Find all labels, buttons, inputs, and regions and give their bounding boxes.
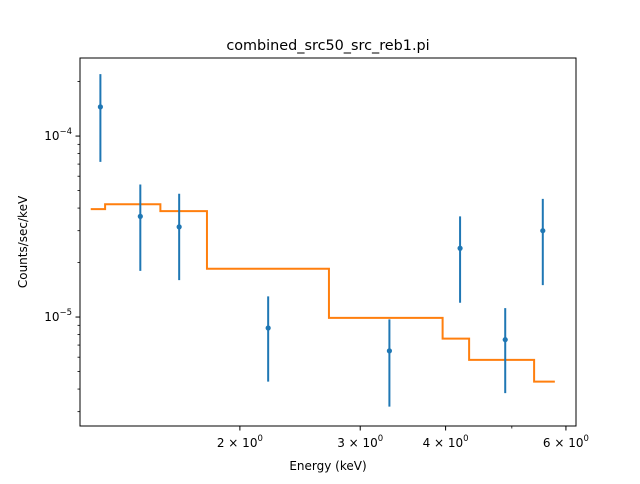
x-tick-label-4: 4 × 100	[423, 434, 469, 450]
x-axis-label: Energy (keV)	[289, 459, 366, 473]
data-point-7	[502, 337, 508, 343]
axes-frame	[79, 57, 577, 427]
data-point-5	[386, 348, 393, 354]
x-tick-label-3: 3 × 100	[337, 434, 383, 450]
data-point-4	[265, 325, 271, 331]
data-point-1	[97, 104, 103, 110]
data-point-3	[176, 224, 182, 230]
y-tick-label-2: 10−5	[44, 308, 72, 324]
data-point-8	[540, 228, 546, 234]
x-tick-label-2: 2 × 100	[217, 434, 263, 450]
model-step-line	[90, 203, 555, 383]
chart-title: combined_src50_src_reb1.pi	[226, 38, 429, 54]
data-point-2	[137, 213, 143, 219]
y-axis-label: Counts/sec/keV	[16, 195, 30, 288]
axis-ticks: 2 × 100 3 × 100 4 × 100 6 × 100 10−4 10−5	[44, 81, 589, 450]
data-point-6	[457, 245, 463, 251]
plot-area	[90, 74, 555, 407]
y-tick-label-1: 10−4	[44, 127, 72, 143]
x-tick-label-6: 6 × 100	[543, 434, 589, 450]
